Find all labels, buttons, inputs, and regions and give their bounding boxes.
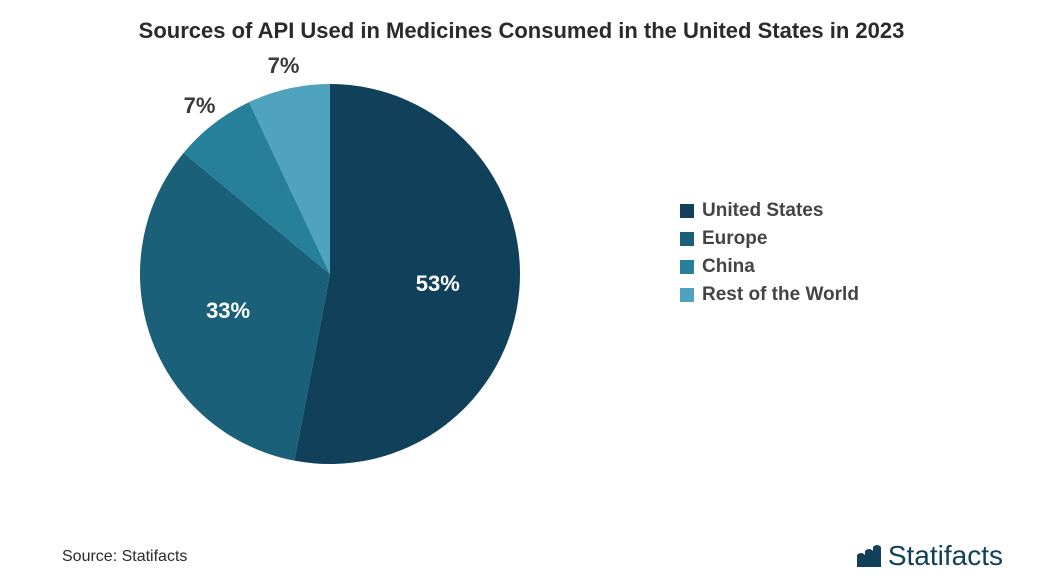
- legend-label-2: China: [702, 256, 755, 278]
- legend-swatch-2: [680, 260, 694, 274]
- legend-item-0: United States: [680, 200, 859, 222]
- legend-item-3: Rest of the World: [680, 284, 859, 306]
- brand-name: Statifacts: [888, 540, 1003, 572]
- legend-item-1: Europe: [680, 228, 859, 250]
- legend-swatch-1: [680, 232, 694, 246]
- legend-item-2: China: [680, 256, 859, 278]
- chart-area: 53% 33% 7% 7% United States Europe China Rest …: [0, 44, 1043, 514]
- pie-chart: 53%33%7%7%: [140, 84, 520, 464]
- slice-label-3: 7%: [268, 53, 300, 79]
- slice-label-1: 33%: [206, 298, 250, 324]
- legend-swatch-3: [680, 288, 694, 302]
- slice-label-2: 7%: [184, 93, 216, 119]
- legend-label-1: Europe: [702, 228, 767, 250]
- source-text: Source: Statifacts: [62, 548, 187, 566]
- legend-label-3: Rest of the World: [702, 284, 859, 306]
- slice-label-0: 53%: [416, 271, 460, 297]
- footer: Source: Statifacts Statifacts: [0, 532, 1043, 572]
- legend: United States Europe China Rest of the Worl…: [680, 194, 859, 312]
- legend-swatch-0: [680, 204, 694, 218]
- brand-icon: [854, 542, 882, 570]
- brand-logo: Statifacts: [854, 540, 1003, 572]
- legend-label-0: United States: [702, 200, 823, 222]
- chart-title: Sources of API Used in Medicines Consume…: [0, 0, 1043, 44]
